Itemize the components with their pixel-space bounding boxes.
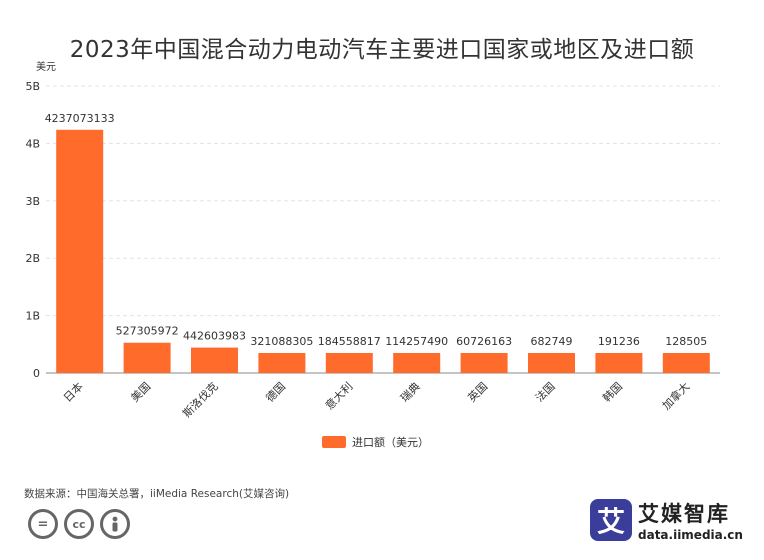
bar bbox=[123, 342, 171, 373]
data-label: 682749 bbox=[531, 335, 573, 348]
license-icons: = cc bbox=[28, 509, 130, 539]
x-tick-label: 日本 bbox=[60, 379, 85, 404]
data-label: 442603983 bbox=[183, 330, 246, 343]
y-axis-unit: 美元 bbox=[36, 62, 56, 73]
legend-swatch bbox=[322, 436, 346, 448]
data-source: 数据来源：中国海关总署，iiMedia Research(艾媒咨询) bbox=[24, 488, 290, 500]
data-label: 60726163 bbox=[456, 335, 512, 348]
brand-url: data.iimedia.cn bbox=[638, 528, 743, 542]
bar bbox=[191, 347, 238, 373]
data-label: 128505 bbox=[665, 335, 707, 348]
x-tick-label: 德国 bbox=[263, 379, 288, 404]
x-tick-label: 瑞典 bbox=[397, 379, 422, 404]
y-tick-label: 3B bbox=[25, 195, 40, 208]
bar bbox=[460, 353, 508, 373]
x-tick-label: 意大利 bbox=[322, 379, 355, 412]
brand-logo: 艾 艾媒智库 data.iimedia.cn bbox=[590, 498, 743, 542]
x-tick-label: 法国 bbox=[532, 379, 557, 404]
bar bbox=[528, 353, 575, 373]
bar bbox=[595, 353, 643, 373]
chart-legend: 进口额（美元） bbox=[322, 434, 429, 450]
data-label: 4237073133 bbox=[45, 112, 115, 125]
y-tick-label: 2B bbox=[25, 252, 40, 265]
y-tick-label: 4B bbox=[25, 137, 40, 150]
bar bbox=[56, 129, 104, 373]
brand-logo-icon: 艾 bbox=[590, 499, 632, 541]
person-icon bbox=[100, 509, 130, 539]
equals-icon: = bbox=[28, 509, 58, 539]
bar bbox=[258, 353, 306, 373]
bar bbox=[393, 353, 441, 373]
brand-name: 艾媒智库 bbox=[638, 502, 730, 526]
y-tick-label: 0 bbox=[33, 367, 40, 380]
chart-title: 2023年中国混合动力电动汽车主要进口国家或地区及进口额 bbox=[69, 37, 695, 63]
x-tick-label: 美国 bbox=[128, 380, 153, 405]
cc-icon: cc bbox=[64, 509, 94, 539]
data-label: 114257490 bbox=[385, 335, 448, 348]
x-tick-label: 韩国 bbox=[600, 379, 625, 404]
x-tick-label: 英国 bbox=[465, 379, 490, 404]
data-label: 184558817 bbox=[318, 335, 381, 348]
x-tick-label: 加拿大 bbox=[659, 379, 692, 412]
y-tick-label: 1B bbox=[25, 310, 40, 323]
bar bbox=[325, 353, 373, 373]
data-label: 321088305 bbox=[250, 335, 313, 348]
bar-chart: 0 1B 2B 3B 4B 5B 4237073133 日本 527305972 美国 442603… bbox=[25, 80, 720, 420]
bar bbox=[662, 353, 710, 373]
data-label: 191236 bbox=[598, 335, 640, 348]
x-tick-label: 斯洛伐克 bbox=[180, 379, 221, 420]
y-tick-label: 5B bbox=[25, 80, 40, 93]
data-label: 527305972 bbox=[116, 325, 179, 338]
legend-label: 进口额（美元） bbox=[352, 436, 429, 449]
